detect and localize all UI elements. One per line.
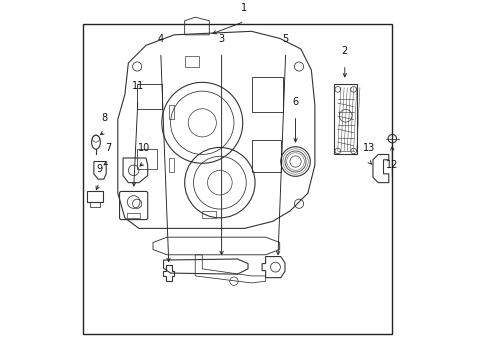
Bar bbox=[334, 84, 356, 154]
Text: 1: 1 bbox=[241, 3, 247, 13]
Text: 2: 2 bbox=[341, 46, 347, 56]
Text: 9: 9 bbox=[96, 164, 102, 174]
Bar bbox=[89, 202, 100, 207]
Text: 4: 4 bbox=[157, 33, 163, 44]
Text: 8: 8 bbox=[102, 113, 108, 123]
Text: 12: 12 bbox=[386, 160, 398, 170]
Text: 3: 3 bbox=[218, 33, 224, 44]
Bar bbox=[127, 212, 140, 218]
Bar bbox=[251, 140, 281, 172]
Bar bbox=[251, 77, 283, 112]
Bar bbox=[137, 84, 162, 109]
Bar bbox=[137, 149, 156, 168]
Text: 11: 11 bbox=[131, 81, 143, 91]
Text: 10: 10 bbox=[138, 143, 150, 153]
Text: 7: 7 bbox=[104, 143, 111, 153]
Text: 5: 5 bbox=[282, 33, 288, 44]
Text: 13: 13 bbox=[362, 143, 374, 153]
Text: 6: 6 bbox=[292, 97, 298, 107]
